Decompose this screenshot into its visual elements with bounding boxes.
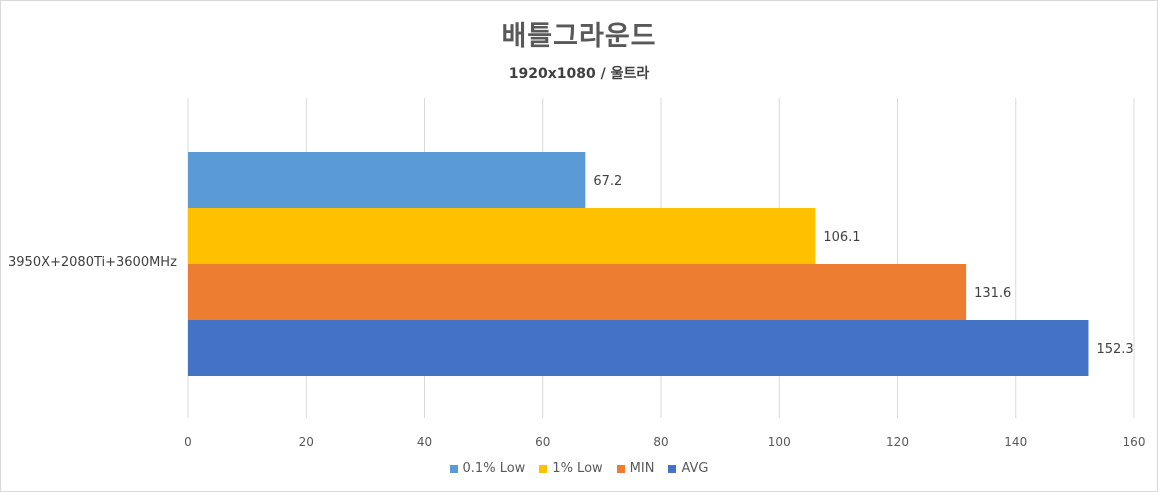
data-label: 152.3 bbox=[1096, 342, 1133, 357]
legend-item-avg: AVG bbox=[668, 461, 708, 476]
legend-label: 1% Low bbox=[552, 461, 603, 476]
legend-item-min: MIN bbox=[616, 461, 655, 476]
data-label: 67.2 bbox=[593, 174, 622, 189]
legend-label: AVG bbox=[681, 461, 709, 476]
legend-swatch bbox=[668, 464, 677, 473]
x-tick-label: 140 bbox=[1004, 435, 1027, 449]
x-tick-label: 40 bbox=[417, 435, 432, 449]
x-tick-label: 80 bbox=[653, 435, 668, 449]
bar-min bbox=[188, 264, 967, 320]
legend-swatch bbox=[449, 464, 458, 473]
x-tick-label: 100 bbox=[768, 435, 791, 449]
x-tick-label: 60 bbox=[535, 435, 550, 449]
legend-label: MIN bbox=[629, 461, 655, 476]
bar-0-1-low bbox=[188, 152, 586, 208]
legend: 0.1% Low 1% Low MIN AVG bbox=[0, 461, 1158, 476]
x-tick-label: 120 bbox=[886, 435, 909, 449]
chart-subtitle: 1920x1080 / 울트라 bbox=[508, 66, 650, 82]
legend-label: 0.1% Low bbox=[462, 461, 526, 476]
x-tick-label: 20 bbox=[299, 435, 314, 449]
bar-avg bbox=[188, 320, 1089, 376]
x-tick-label: 160 bbox=[1123, 435, 1146, 449]
chart-title: 배틀그라운드 bbox=[501, 21, 657, 52]
legend-swatch bbox=[616, 464, 625, 473]
bar-1-low bbox=[188, 208, 816, 264]
x-tick-label: 0 bbox=[184, 435, 192, 449]
data-label: 106.1 bbox=[823, 230, 860, 245]
legend-swatch bbox=[539, 464, 548, 473]
category-label: 3950X+2080Ti+3600MHz bbox=[8, 255, 177, 270]
data-label: 131.6 bbox=[974, 286, 1011, 301]
legend-item-0.1-low: 0.1% Low bbox=[449, 461, 526, 476]
legend-item-1-low: 1% Low bbox=[539, 461, 603, 476]
